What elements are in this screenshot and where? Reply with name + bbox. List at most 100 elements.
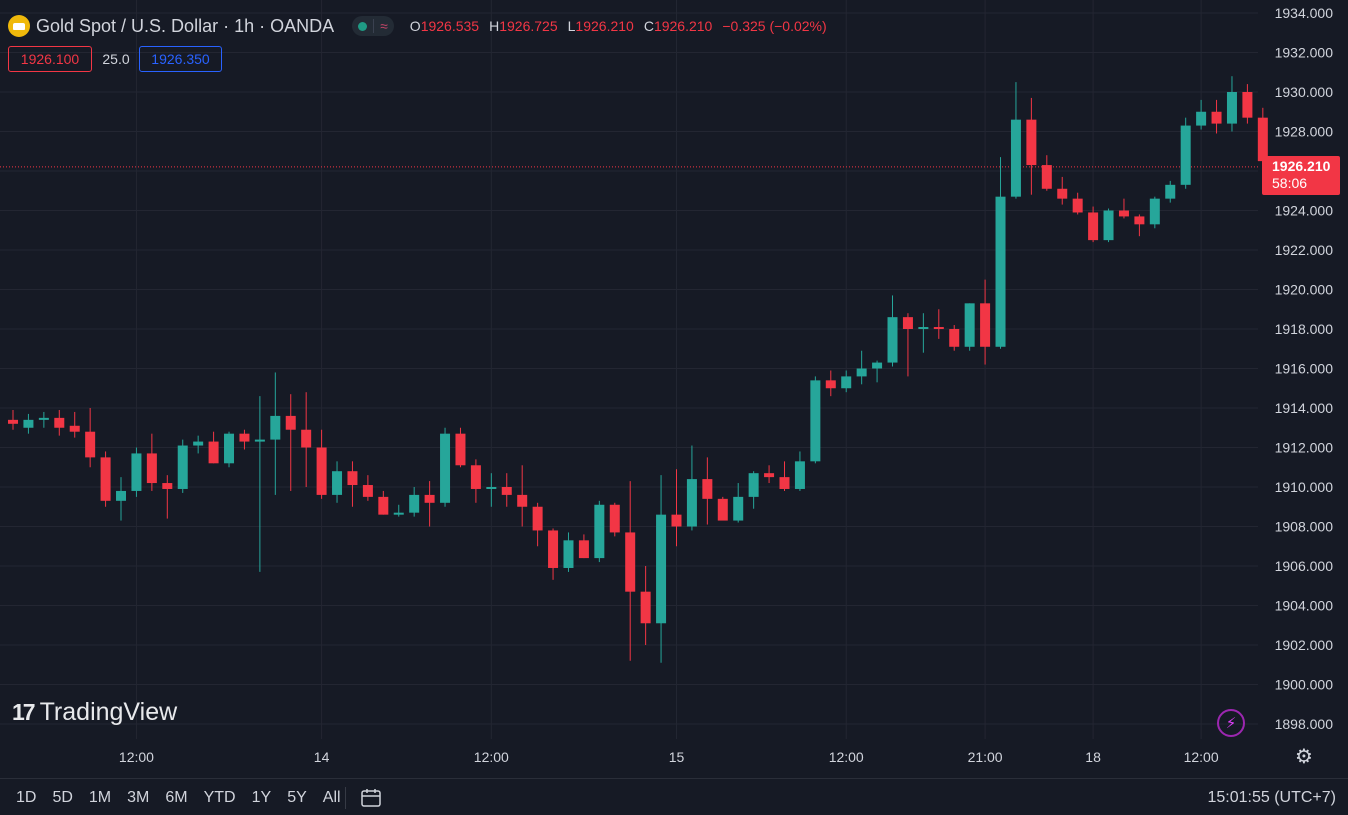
range-1y-button[interactable]: 1Y — [251, 789, 272, 806]
price-tick-label: 1916.000 — [1275, 361, 1334, 377]
candle-body — [455, 433, 466, 466]
candle — [1180, 117, 1191, 189]
candle — [455, 427, 466, 468]
candle-body — [23, 419, 34, 428]
candle — [424, 481, 435, 527]
time-tick-label: 18 — [1085, 749, 1101, 765]
calendar-icon[interactable] — [360, 787, 382, 809]
candle-body — [378, 496, 389, 515]
candle — [779, 461, 790, 491]
price-tick-label: 1918.000 — [1275, 321, 1334, 337]
range-all-button[interactable]: All — [322, 789, 341, 806]
candle — [1242, 84, 1253, 124]
price-tick-label: 1900.000 — [1275, 677, 1334, 693]
candle — [85, 408, 96, 468]
candle — [23, 413, 34, 434]
candle — [1041, 155, 1052, 191]
tradingview-wordmark: TradingView — [39, 698, 178, 726]
price-tick-label: 1920.000 — [1275, 282, 1334, 298]
candle — [1010, 82, 1021, 199]
candle-body — [964, 303, 975, 347]
candle — [980, 279, 991, 365]
chart-grid — [0, 0, 1258, 739]
range-ytd-button[interactable]: YTD — [203, 789, 236, 806]
lightning-icon[interactable]: ⚡ — [1217, 709, 1245, 737]
candle-body — [409, 494, 420, 513]
candle-body — [810, 380, 821, 462]
candle — [1134, 214, 1145, 237]
buy-button[interactable]: 1926.350 — [139, 46, 222, 72]
range-5y-button[interactable]: 5Y — [287, 789, 307, 806]
candle-body — [146, 453, 157, 484]
candle-body — [440, 433, 451, 503]
candle-body — [1257, 117, 1268, 162]
settings-icon[interactable]: ⚙ — [1295, 745, 1313, 768]
candle-body — [501, 487, 512, 495]
price-tick-label: 1930.000 — [1275, 84, 1334, 100]
candle-body — [995, 196, 1006, 347]
symbol-title[interactable]: Gold Spot / U.S. Dollar · 1h · OANDA — [36, 15, 335, 36]
range-6m-button[interactable]: 6M — [165, 789, 188, 806]
range-5d-button[interactable]: 5D — [52, 789, 73, 806]
candle-body — [578, 540, 589, 559]
sell-button[interactable]: 1926.100 — [8, 46, 92, 72]
candle — [748, 471, 759, 509]
price-tick-label: 1904.000 — [1275, 598, 1334, 614]
candle-body — [69, 425, 80, 432]
candle-body — [162, 483, 173, 489]
candle — [1118, 198, 1129, 219]
ohlc-close: C1926.210 — [643, 18, 713, 34]
price-tick-label: 1898.000 — [1275, 716, 1334, 732]
candle — [378, 490, 389, 515]
candle-body — [54, 417, 65, 428]
candle — [316, 429, 327, 499]
price-tick-label: 1908.000 — [1275, 519, 1334, 535]
candle — [872, 360, 883, 383]
candle — [1072, 192, 1083, 215]
time-tick-label: 12:00 — [474, 749, 509, 765]
candle-body — [100, 457, 111, 501]
candle — [918, 313, 929, 353]
candle-body — [1041, 165, 1052, 189]
candle-body — [548, 530, 559, 568]
clock-timezone[interactable]: 15:01:55 (UTC+7) — [1207, 789, 1336, 806]
candle — [224, 431, 235, 468]
candle — [116, 477, 127, 521]
market-status[interactable]: ≈ — [352, 16, 394, 36]
candle — [594, 500, 605, 563]
ohlc-low: L1926.210 — [567, 18, 634, 34]
candle-body — [486, 487, 497, 489]
candle — [270, 372, 281, 495]
candle-body — [625, 532, 636, 592]
candle-body — [717, 498, 728, 521]
candle-body — [902, 317, 913, 329]
range-1d-button[interactable]: 1D — [16, 789, 37, 806]
candle — [162, 475, 173, 519]
candle — [810, 376, 821, 464]
candle — [933, 309, 944, 339]
candle-body — [1165, 184, 1176, 199]
candle — [177, 439, 188, 493]
price-tick-label: 1924.000 — [1275, 203, 1334, 219]
candle-body — [856, 368, 867, 377]
candle-body — [1118, 210, 1129, 217]
candle-body — [1211, 111, 1222, 124]
candle — [1026, 97, 1037, 195]
candle — [1103, 208, 1114, 243]
candle-body — [764, 473, 775, 478]
price-tick-label: 1912.000 — [1275, 440, 1334, 456]
candle-body — [779, 477, 790, 489]
price-tick-label: 1910.000 — [1275, 479, 1334, 495]
candle-body — [918, 327, 929, 330]
candle — [1211, 99, 1222, 134]
range-3m-button[interactable]: 3M — [127, 789, 150, 806]
candle-body — [656, 514, 667, 624]
candle-body — [671, 514, 682, 527]
range-1m-button[interactable]: 1M — [88, 789, 112, 806]
candle — [964, 303, 975, 351]
time-tick-label: 21:00 — [968, 749, 1003, 765]
candlestick-chart[interactable]: 1934.0001932.0001930.0001928.0001926.000… — [0, 0, 1348, 778]
candle — [332, 461, 343, 503]
price-tick-label: 1914.000 — [1275, 400, 1334, 416]
tradingview-logo[interactable]: 17 TradingView — [12, 698, 177, 727]
